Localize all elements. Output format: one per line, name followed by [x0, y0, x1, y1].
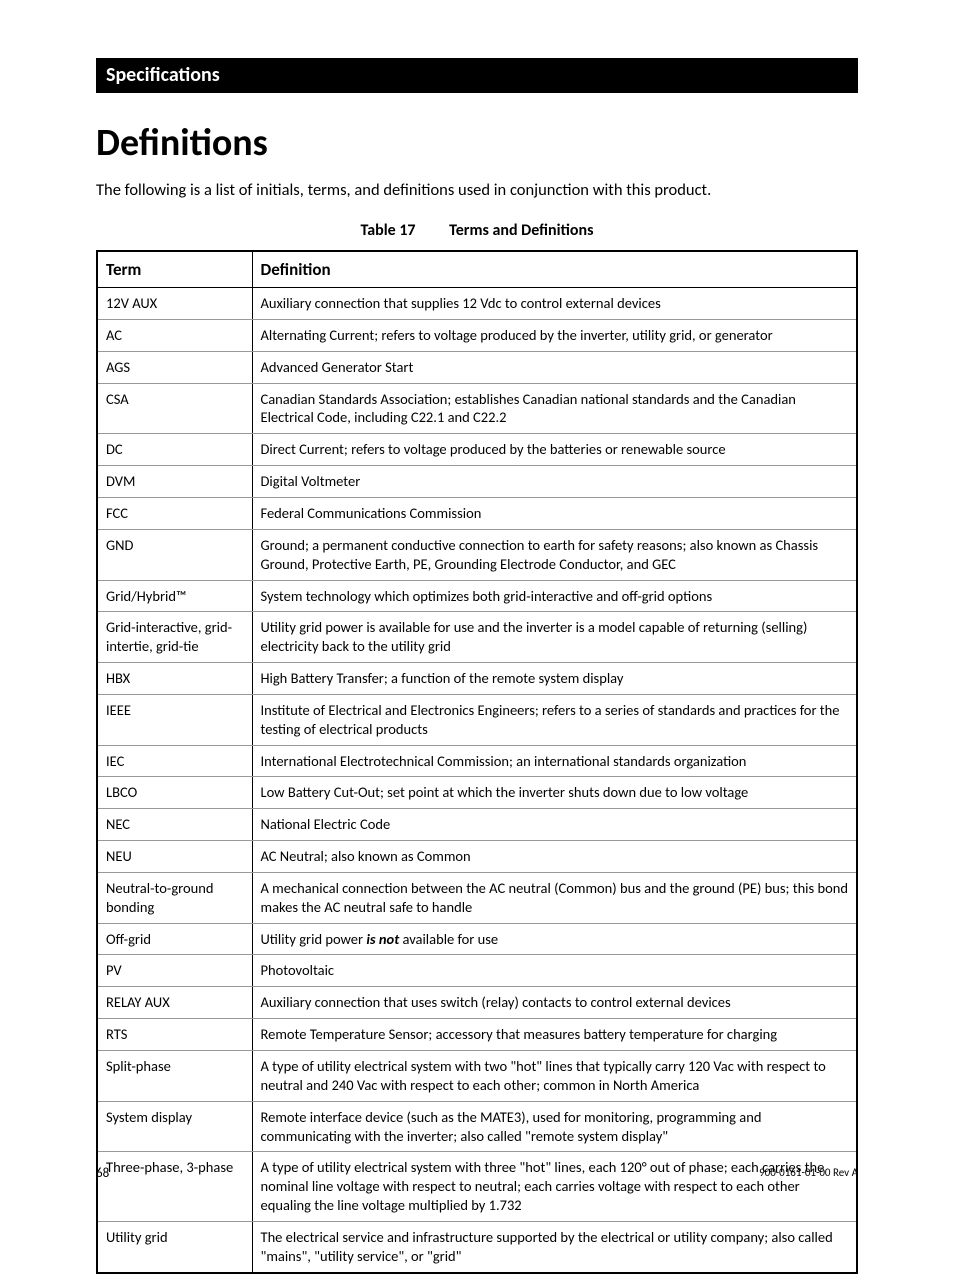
table-row: HBXHigh Battery Transfer; a function of … — [97, 663, 857, 695]
table-row: Utility gridThe electrical service and i… — [97, 1221, 857, 1272]
term-cell: HBX — [97, 663, 252, 695]
definition-cell: Digital Voltmeter — [252, 466, 857, 498]
term-cell: DVM — [97, 466, 252, 498]
revision-code: 900-0161-01-00 Rev A — [759, 1166, 858, 1181]
definition-cell: Ground; a permanent conductive connectio… — [252, 529, 857, 580]
table-row: Split-phaseA type of utility electrical … — [97, 1051, 857, 1102]
table-row: FCCFederal Communications Commission — [97, 497, 857, 529]
page-footer: 68 900-0161-01-00 Rev A — [96, 1166, 858, 1181]
table-row: RELAY AUXAuxiliary connection that uses … — [97, 987, 857, 1019]
definition-cell: The electrical service and infrastructur… — [252, 1221, 857, 1272]
term-cell: NEU — [97, 841, 252, 873]
definition-cell: National Electric Code — [252, 809, 857, 841]
term-cell: Neutral-to-ground bonding — [97, 872, 252, 923]
term-cell: NEC — [97, 809, 252, 841]
definition-text-post: available for use — [399, 930, 498, 948]
table-row: Grid-interactive, grid-intertie, grid-ti… — [97, 612, 857, 663]
table-row: System displayRemote interface device (s… — [97, 1101, 857, 1152]
table-row: PVPhotovoltaic — [97, 955, 857, 987]
term-cell: Split-phase — [97, 1051, 252, 1102]
definition-cell: Federal Communications Commission — [252, 497, 857, 529]
term-cell: Grid/Hybrid™ — [97, 580, 252, 612]
col-header-definition: Definition — [252, 251, 857, 288]
term-cell: RTS — [97, 1019, 252, 1051]
term-cell: PV — [97, 955, 252, 987]
table-row: ACAlternating Current; refers to voltage… — [97, 319, 857, 351]
definition-cell: Institute of Electrical and Electronics … — [252, 694, 857, 745]
section-header-text: Specifications — [106, 63, 220, 87]
page-number: 68 — [96, 1166, 109, 1181]
term-cell: 12V AUX — [97, 288, 252, 320]
term-cell: Three-phase, 3-phase — [97, 1152, 252, 1222]
col-header-term: Term — [97, 251, 252, 288]
table-caption-label: Table 17 — [361, 221, 416, 240]
definition-cell: Low Battery Cut-Out; set point at which … — [252, 777, 857, 809]
table-row: GNDGround; a permanent conductive connec… — [97, 529, 857, 580]
definition-cell: A mechanical connection between the AC n… — [252, 872, 857, 923]
definition-cell: Advanced Generator Start — [252, 351, 857, 383]
table-row: Neutral-to-ground bondingA mechanical co… — [97, 872, 857, 923]
table-row: NEUAC Neutral; also known as Common — [97, 841, 857, 873]
table-row: CSACanadian Standards Association; estab… — [97, 383, 857, 434]
term-cell: AC — [97, 319, 252, 351]
table-row: 12V AUXAuxiliary connection that supplie… — [97, 288, 857, 320]
definition-emphasis: is not — [366, 930, 399, 948]
definition-cell: Photovoltaic — [252, 955, 857, 987]
term-cell: Utility grid — [97, 1221, 252, 1272]
definition-cell: High Battery Transfer; a function of the… — [252, 663, 857, 695]
definition-cell: Direct Current; refers to voltage produc… — [252, 434, 857, 466]
definition-cell: A type of utility electrical system with… — [252, 1152, 857, 1222]
definition-cell: Remote interface device (such as the MAT… — [252, 1101, 857, 1152]
definition-cell: A type of utility electrical system with… — [252, 1051, 857, 1102]
definition-cell: International Electrotechnical Commissio… — [252, 745, 857, 777]
term-cell: LBCO — [97, 777, 252, 809]
table-row: AGSAdvanced Generator Start — [97, 351, 857, 383]
table-row: IEEEInstitute of Electrical and Electron… — [97, 694, 857, 745]
table-row: NECNational Electric Code — [97, 809, 857, 841]
term-cell: CSA — [97, 383, 252, 434]
table-header-row: Term Definition — [97, 251, 857, 288]
definition-cell: Auxiliary connection that supplies 12 Vd… — [252, 288, 857, 320]
table-row: Grid/Hybrid™System technology which opti… — [97, 580, 857, 612]
term-cell: IEEE — [97, 694, 252, 745]
definition-cell: Utility grid power is available for use … — [252, 612, 857, 663]
table-row: LBCOLow Battery Cut-Out; set point at wh… — [97, 777, 857, 809]
definition-cell: Alternating Current; refers to voltage p… — [252, 319, 857, 351]
definition-cell: System technology which optimizes both g… — [252, 580, 857, 612]
definition-cell: Utility grid power is not available for … — [252, 923, 857, 955]
definition-cell: Remote Temperature Sensor; accessory tha… — [252, 1019, 857, 1051]
definition-cell: Canadian Standards Association; establis… — [252, 383, 857, 434]
table-row: RTSRemote Temperature Sensor; accessory … — [97, 1019, 857, 1051]
table-caption-title: Terms and Definitions — [449, 221, 593, 240]
definitions-table: Term Definition 12V AUXAuxiliary connect… — [96, 250, 858, 1274]
section-header-bar: Specifications — [96, 58, 858, 93]
table-caption: Table 17 Terms and Definitions — [96, 221, 858, 240]
term-cell: AGS — [97, 351, 252, 383]
term-cell: System display — [97, 1101, 252, 1152]
term-cell: FCC — [97, 497, 252, 529]
term-cell: RELAY AUX — [97, 987, 252, 1019]
document-page: Specifications Definitions The following… — [0, 0, 954, 1235]
table-row: IECInternational Electrotechnical Commis… — [97, 745, 857, 777]
term-cell: Off-grid — [97, 923, 252, 955]
intro-paragraph: The following is a list of initials, ter… — [96, 179, 858, 201]
table-row: DVMDigital Voltmeter — [97, 466, 857, 498]
page-title: Definitions — [96, 123, 858, 165]
term-cell: GND — [97, 529, 252, 580]
definition-cell: AC Neutral; also known as Common — [252, 841, 857, 873]
table-row: Off-gridUtility grid power is not availa… — [97, 923, 857, 955]
term-cell: Grid-interactive, grid-intertie, grid-ti… — [97, 612, 252, 663]
definition-cell: Auxiliary connection that uses switch (r… — [252, 987, 857, 1019]
term-cell: IEC — [97, 745, 252, 777]
table-row: Three-phase, 3-phaseA type of utility el… — [97, 1152, 857, 1222]
term-cell: DC — [97, 434, 252, 466]
table-row: DCDirect Current; refers to voltage prod… — [97, 434, 857, 466]
definition-text-pre: Utility grid power — [261, 930, 367, 948]
